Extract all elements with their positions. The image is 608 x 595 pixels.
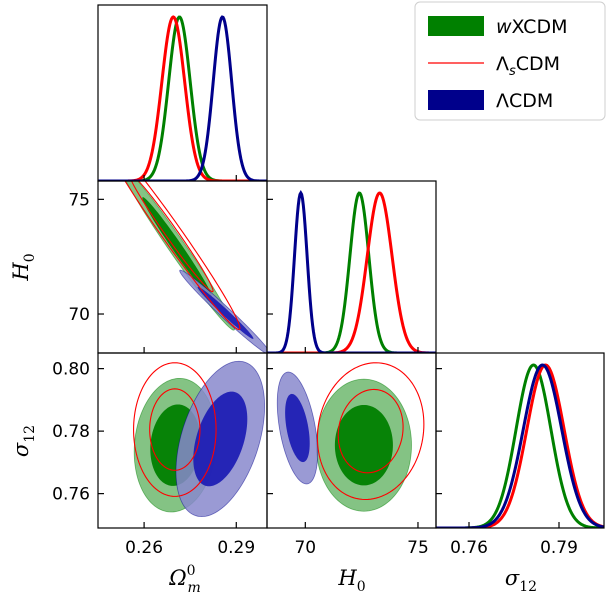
- marginal-H0: [267, 190, 436, 353]
- panel-frame-2-2: [435, 352, 605, 529]
- contour-68-Om_H0-wXCDM: [142, 197, 213, 298]
- contour-panel-H0_s12: [276, 362, 425, 512]
- legend-label-LambdaCDM: ΛCDM: [496, 90, 553, 112]
- marginal-Om: [98, 15, 267, 181]
- legend: wXCDM ΛsCDM ΛCDM: [414, 1, 606, 121]
- contour-95-Om_s12-LambdaSCDM: [133, 362, 217, 497]
- x-tick-label-H0: 75: [407, 538, 429, 558]
- contour-panel-Om_H0: [124, 181, 267, 353]
- legend-label-LambdaSCDM: ΛsCDM: [496, 53, 560, 79]
- contour-68-H0_s12-LambdaCDM: [285, 393, 310, 463]
- y-tick-label-s12: 0.76: [52, 485, 90, 505]
- x-axis-label-H0: H0: [337, 566, 365, 595]
- contour-95-Om_H0-LambdaSCDM: [124, 181, 241, 331]
- y-tick-label-H0: 70: [68, 305, 90, 325]
- x-tick-label-s12: 0.76: [450, 538, 488, 558]
- marginal-curve-Om-LambdaCDM: [98, 15, 267, 181]
- panel-frame-0-0: [97, 4, 268, 182]
- y-axis-label-s12: σ12: [9, 425, 38, 457]
- contour-68-H0_s12-wXCDM: [334, 404, 393, 486]
- legend-swatch-wXCDM: [428, 16, 484, 36]
- y-tick-label-H0: 75: [68, 190, 90, 210]
- y-tick-label-s12: 0.78: [52, 422, 90, 442]
- marginal-s12: [436, 363, 604, 528]
- contour-68-Om_s12-LambdaCDM: [193, 391, 248, 487]
- contour-68-Om_H0-LambdaSCDM: [130, 181, 214, 293]
- x-axis-label-s12: σ12: [505, 566, 537, 595]
- marginal-curve-H0-LambdaCDM: [267, 190, 436, 353]
- x-tick-label-H0: 70: [294, 538, 316, 558]
- legend-label-wXCDM: wXCDM: [496, 16, 567, 38]
- x-tick-label-Om: 0.29: [217, 538, 255, 558]
- marginal-curve-H0-LambdaSCDM: [267, 191, 436, 353]
- x-tick-label-Om: 0.26: [125, 538, 163, 558]
- x-axis-label-Om: Ω0 m: [168, 563, 201, 595]
- marginal-curve-Om-wXCDM: [98, 15, 267, 181]
- marginal-curve-H0-wXCDM: [267, 191, 436, 353]
- contour-68-H0_s12-LambdaSCDM: [337, 388, 404, 474]
- contour-panel-Om_s12: [133, 360, 265, 518]
- contour-68-Om_s12-LambdaSCDM: [149, 388, 201, 471]
- y-axis-label-H0: H0: [9, 253, 38, 281]
- marginal-curve-s12-LambdaCDM: [436, 363, 604, 528]
- x-tick-label-s12: 0.79: [540, 538, 578, 558]
- y-tick-label-s12: 0.80: [52, 360, 90, 380]
- contour-95-H0_s12-LambdaSCDM: [316, 362, 425, 501]
- legend-swatch-LambdaCDM: [428, 90, 484, 110]
